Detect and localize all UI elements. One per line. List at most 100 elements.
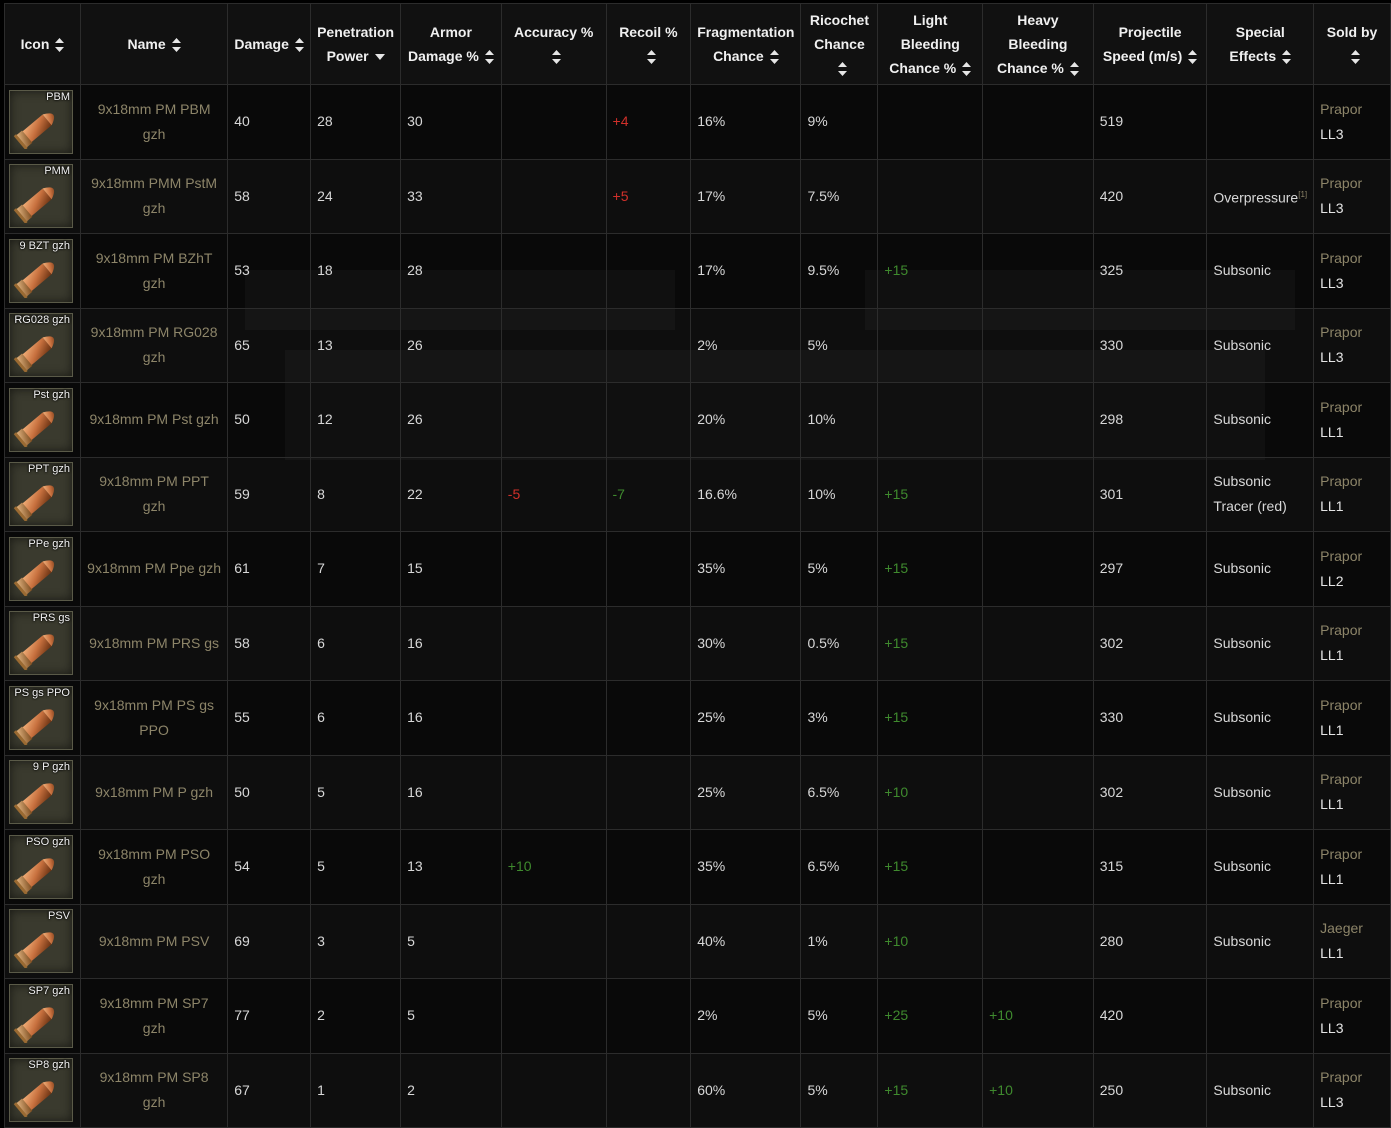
ammo-name-link[interactable]: 9x18mm PM Pst gzh	[89, 411, 219, 428]
column-header-icon[interactable]: Icon	[4, 3, 81, 85]
bullet-cartridge-icon[interactable]: PPT gzh	[9, 462, 73, 527]
ammo-name-link[interactable]: 9x18mm PM PRS gs	[89, 634, 220, 651]
recoil-cell	[605, 680, 692, 756]
sort-both-icon[interactable]	[837, 62, 847, 77]
column-header-recoil[interactable]: Recoil %	[605, 3, 692, 85]
vendor-link[interactable]: Prapor	[1320, 1069, 1363, 1086]
vendor-link[interactable]: Prapor	[1320, 696, 1363, 713]
column-header-projectile-speed-m-s[interactable]: Projectile Speed (m/s)	[1092, 3, 1208, 85]
footnote-link[interactable]: [1]	[1298, 189, 1308, 199]
ammo-name-link[interactable]: 9x18mm PM PS gs PPO	[94, 696, 214, 738]
loyalty-level: LL3	[1320, 1094, 1344, 1111]
ricochet-value: 0.5%	[807, 634, 840, 651]
column-header-sold-by[interactable]: Sold by	[1313, 3, 1391, 85]
vendor-link[interactable]: Prapor	[1320, 771, 1363, 788]
accuracy-cell: +10	[500, 829, 607, 905]
sort-both-icon[interactable]	[769, 50, 779, 65]
light-bleed-value: +10	[884, 783, 909, 800]
vendor-link[interactable]: Prapor	[1320, 994, 1363, 1011]
column-header-special-effects[interactable]: Special Effects	[1206, 3, 1315, 85]
vendor-link[interactable]: Prapor	[1320, 398, 1363, 415]
accuracy-value: +10	[507, 858, 532, 875]
ammo-name-link[interactable]: 9x18mm PM PSV	[98, 932, 210, 949]
bullet-cartridge-icon[interactable]: SP7 gzh	[9, 983, 73, 1048]
fragmentation-value: 40%	[697, 932, 726, 949]
bullet-cartridge-icon[interactable]: PSO gzh	[9, 834, 73, 899]
bullet-cartridge-icon[interactable]: PBM	[9, 89, 73, 154]
vendor-link[interactable]: Prapor	[1320, 622, 1363, 639]
ricochet-cell: 3%	[800, 680, 879, 756]
penetration-cell: 8	[310, 456, 402, 532]
penetration-value: 2	[317, 1007, 325, 1024]
bullet-cartridge-icon[interactable]: 9 P gzh	[9, 760, 73, 825]
sort-both-icon[interactable]	[294, 38, 304, 53]
bullet-cartridge-icon[interactable]: 9 BZT gzh	[9, 238, 73, 303]
icon-cell: PPe gzh	[4, 531, 81, 607]
penetration-cell: 6	[310, 605, 402, 681]
sort-desc-icon[interactable]	[374, 54, 385, 61]
name-cell: 9x18mm PM PS gs PPO	[79, 680, 229, 756]
column-header-fragmentation-chance[interactable]: Fragmentation Chance	[690, 3, 802, 85]
name-cell: 9x18mm PM PPT gzh	[79, 456, 229, 532]
sort-both-icon[interactable]	[552, 50, 562, 65]
sort-both-icon[interactable]	[1069, 62, 1079, 77]
sort-both-icon[interactable]	[646, 50, 656, 65]
bullet-cartridge-icon[interactable]: PPe gzh	[9, 536, 73, 601]
sort-both-icon[interactable]	[484, 50, 494, 65]
armor-damage-value: 16	[407, 709, 423, 726]
loyalty-level: LL1	[1320, 498, 1344, 515]
ammo-name-link[interactable]: 9x18mm PM SP7 gzh	[99, 994, 209, 1036]
vendor-link[interactable]: Prapor	[1320, 473, 1363, 490]
vendor-link[interactable]: Prapor	[1320, 249, 1363, 266]
speed-cell: 315	[1092, 829, 1208, 905]
column-header-name[interactable]: Name	[79, 3, 229, 85]
special-effect-text: Subsonic	[1213, 1081, 1271, 1098]
sort-both-icon[interactable]	[1188, 50, 1198, 65]
sort-both-icon[interactable]	[962, 62, 972, 77]
vendor-link[interactable]: Prapor	[1320, 845, 1363, 862]
column-header-penetration-power[interactable]: Penetration Power	[310, 3, 402, 85]
ammo-name-link[interactable]: 9x18mm PM PSO gzh	[98, 845, 211, 887]
ammo-name-link[interactable]: 9x18mm PM RG028 gzh	[90, 324, 218, 366]
ammo-name-link[interactable]: 9x18mm PM BZhT gzh	[95, 249, 213, 291]
sold-by-cell: Prapor LL1	[1313, 456, 1391, 532]
vendor-link[interactable]: Prapor	[1320, 100, 1363, 117]
special-effects-cell: Subsonic	[1206, 233, 1315, 309]
ammo-name-link[interactable]: 9x18mm PM Ppe gzh	[87, 560, 222, 577]
column-header-ricochet-chance[interactable]: Ricochet Chance	[800, 3, 879, 85]
bullet-cartridge-icon[interactable]: PMM	[9, 164, 73, 229]
bullet-cartridge-icon[interactable]: SP8 gzh	[9, 1058, 73, 1123]
special-effects-cell: Subsonic	[1206, 903, 1315, 979]
armor-damage-value: 16	[407, 783, 423, 800]
column-header-accuracy[interactable]: Accuracy %	[500, 3, 607, 85]
column-header-armor-damage[interactable]: Armor Damage %	[400, 3, 502, 85]
bullet-cartridge-icon[interactable]: PSV	[9, 909, 73, 974]
armor-damage-cell: 15	[400, 531, 502, 607]
column-header-heavy-bleeding-chance[interactable]: Heavy Bleeding Chance %	[982, 3, 1094, 85]
penetration-value: 7	[317, 560, 325, 577]
bullet-cartridge-icon[interactable]: RG028 gzh	[9, 313, 73, 378]
ammo-name-link[interactable]: 9x18mm PM PBM gzh	[97, 100, 211, 142]
vendor-link[interactable]: Jaeger	[1320, 920, 1363, 937]
sold-by-cell: Prapor LL3	[1313, 84, 1391, 160]
ammo-name-link[interactable]: 9x18mm PM P gzh	[95, 783, 214, 800]
bullet-cartridge-icon[interactable]: PS gs PPO	[9, 685, 73, 750]
bullet-cartridge-icon[interactable]: Pst gzh	[9, 387, 73, 452]
column-header-damage[interactable]: Damage	[227, 3, 312, 85]
fragmentation-value: 2%	[697, 1007, 718, 1024]
sort-both-icon[interactable]	[1350, 50, 1360, 65]
sort-both-icon[interactable]	[171, 38, 181, 53]
sort-both-icon[interactable]	[1282, 50, 1292, 65]
ammo-name-link[interactable]: 9x18mm PM SP8 gzh	[99, 1069, 209, 1111]
column-header-light-bleeding-chance[interactable]: Light Bleeding Chance %	[877, 3, 984, 85]
vendor-link[interactable]: Prapor	[1320, 175, 1363, 192]
vendor-link[interactable]: Prapor	[1320, 547, 1363, 564]
heavy-bleed-cell	[982, 382, 1094, 458]
ammo-name-link[interactable]: 9x18mm PMM PstM gzh	[91, 175, 218, 217]
ammo-name-link[interactable]: 9x18mm PM PPT gzh	[99, 473, 209, 515]
sort-both-icon[interactable]	[55, 38, 65, 53]
bullet-cartridge-icon[interactable]: PRS gs	[9, 611, 73, 676]
column-header-label: Light Bleeding Chance %	[889, 12, 960, 76]
vendor-link[interactable]: Prapor	[1320, 324, 1363, 341]
fragmentation-value: 16%	[697, 113, 726, 130]
